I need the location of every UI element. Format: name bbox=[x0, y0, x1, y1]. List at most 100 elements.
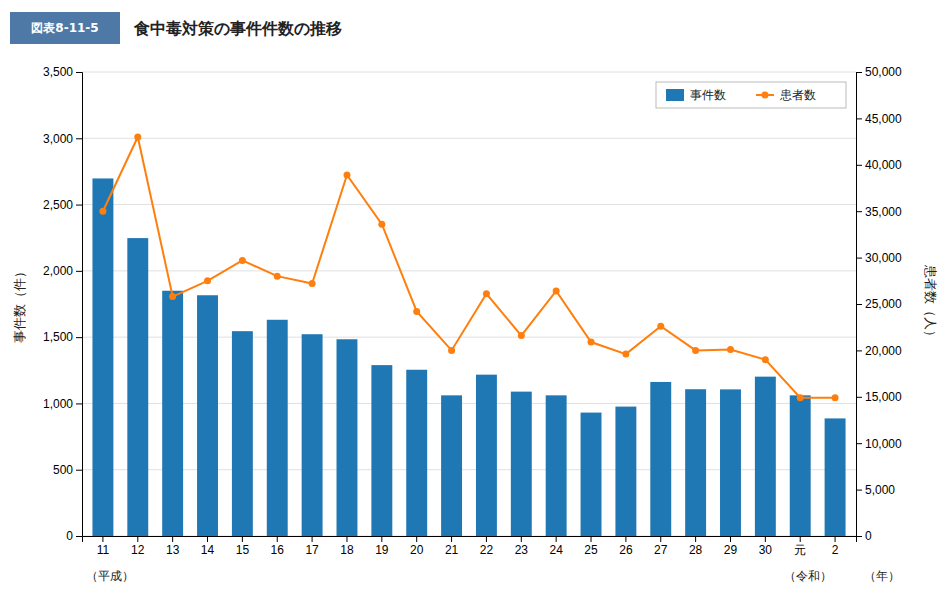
tick-mark bbox=[521, 536, 522, 542]
y2-tick: 45,000 bbox=[856, 112, 902, 126]
tick-label: 18 bbox=[340, 543, 354, 557]
y-axis: 05001,0001,5002,0002,5003,0003,500 bbox=[43, 65, 83, 543]
tick-mark bbox=[76, 470, 82, 471]
y2-tick: 15,000 bbox=[856, 390, 902, 404]
bar bbox=[267, 320, 288, 536]
tick-mark bbox=[242, 536, 243, 542]
tick-label: 13 bbox=[166, 543, 180, 557]
tick-label: 27 bbox=[654, 543, 668, 557]
tick-label: 0 bbox=[865, 529, 872, 543]
point bbox=[239, 257, 246, 264]
line bbox=[103, 137, 835, 398]
legend: 事件数患者数 bbox=[656, 82, 846, 108]
grid-line bbox=[82, 270, 856, 271]
tick-mark bbox=[416, 536, 417, 542]
point bbox=[204, 277, 211, 284]
point bbox=[343, 172, 350, 179]
tick-mark bbox=[856, 165, 862, 166]
x-tick: 29 bbox=[724, 536, 738, 557]
tick-mark bbox=[486, 536, 487, 542]
tick-label: 元 bbox=[794, 543, 806, 557]
bar bbox=[825, 418, 846, 536]
tick-label: 29 bbox=[724, 543, 738, 557]
chart: 図表8-11-5食中毒対策の事件件数の推移1112131415161718192… bbox=[0, 0, 946, 614]
tick-label: 40,000 bbox=[865, 158, 902, 172]
x-tick: 22 bbox=[480, 536, 494, 557]
tick-mark bbox=[856, 211, 862, 212]
x-axis-title: （年） bbox=[864, 569, 900, 583]
tick-label: 30 bbox=[759, 543, 773, 557]
x-tick: 24 bbox=[549, 536, 563, 557]
x-tick: 14 bbox=[201, 536, 215, 557]
tick-label: 20,000 bbox=[865, 344, 902, 358]
tick-label: 24 bbox=[549, 543, 563, 557]
point bbox=[657, 323, 664, 330]
tick-label: 19 bbox=[375, 543, 389, 557]
x-tick: 23 bbox=[515, 536, 529, 557]
x-tick: 21 bbox=[445, 536, 459, 557]
tick-mark bbox=[76, 72, 82, 73]
tick-label: 20 bbox=[410, 543, 424, 557]
point bbox=[588, 339, 595, 346]
point bbox=[309, 280, 316, 287]
x-tick: 25 bbox=[584, 536, 598, 557]
y-tick: 2,000 bbox=[43, 264, 82, 278]
tick-label: 11 bbox=[97, 543, 110, 557]
point bbox=[553, 288, 560, 295]
bar bbox=[650, 382, 671, 536]
x-tick: 26 bbox=[619, 536, 633, 557]
tick-mark bbox=[76, 138, 82, 139]
tick-label: 17 bbox=[305, 543, 319, 557]
y-tick: 3,500 bbox=[43, 65, 82, 79]
tick-mark bbox=[695, 536, 696, 542]
x-axis: 1112131415161718192021222324252627282930… bbox=[83, 536, 857, 557]
tick-label: 30,000 bbox=[865, 251, 902, 265]
tick-mark bbox=[856, 72, 862, 73]
marks bbox=[92, 133, 845, 536]
tick-mark bbox=[835, 536, 836, 542]
x-tick: 19 bbox=[375, 536, 389, 557]
tick-mark bbox=[207, 536, 208, 542]
point bbox=[727, 346, 734, 353]
x-tick: 17 bbox=[305, 536, 319, 557]
y-tick: 1,000 bbox=[43, 397, 82, 411]
tick-mark bbox=[556, 536, 557, 542]
plot: 1112131415161718192021222324252627282930… bbox=[12, 65, 938, 583]
tick-label: 26 bbox=[619, 543, 633, 557]
legend-item: 患者数 bbox=[756, 88, 816, 102]
x-tick: 16 bbox=[271, 536, 285, 557]
annotation: （平成） bbox=[86, 569, 134, 583]
y2-tick: 25,000 bbox=[856, 297, 902, 311]
tick-label: 500 bbox=[53, 463, 73, 477]
point bbox=[518, 332, 525, 339]
bar bbox=[92, 178, 113, 536]
x-tick: 27 bbox=[654, 536, 668, 557]
axis-line bbox=[83, 537, 857, 543]
point bbox=[622, 351, 629, 358]
bar bbox=[441, 395, 462, 536]
bar bbox=[406, 370, 427, 536]
x-tick: 18 bbox=[340, 536, 354, 557]
header: 図表8-11-5食中毒対策の事件件数の推移 bbox=[10, 12, 342, 44]
axis-line bbox=[76, 73, 83, 537]
x-tick: 元 bbox=[794, 536, 806, 557]
line-series bbox=[99, 133, 838, 401]
point bbox=[274, 273, 281, 280]
bar bbox=[581, 413, 602, 536]
y2-tick: 20,000 bbox=[856, 344, 902, 358]
grid bbox=[82, 72, 856, 536]
y2-tick: 40,000 bbox=[856, 158, 902, 172]
tick-label: 15,000 bbox=[865, 390, 902, 404]
tick-mark bbox=[277, 536, 278, 542]
tick-label: 10,000 bbox=[865, 437, 902, 451]
point bbox=[99, 208, 106, 215]
point bbox=[413, 308, 420, 315]
subtitle: 図表8-11-5 bbox=[31, 21, 98, 35]
bar bbox=[337, 339, 358, 536]
point bbox=[448, 347, 455, 354]
tick-mark bbox=[102, 536, 103, 542]
tick-mark bbox=[137, 536, 138, 542]
tick-mark bbox=[346, 536, 347, 542]
y2-tick: 50,000 bbox=[856, 65, 902, 79]
tick-mark bbox=[856, 536, 862, 537]
